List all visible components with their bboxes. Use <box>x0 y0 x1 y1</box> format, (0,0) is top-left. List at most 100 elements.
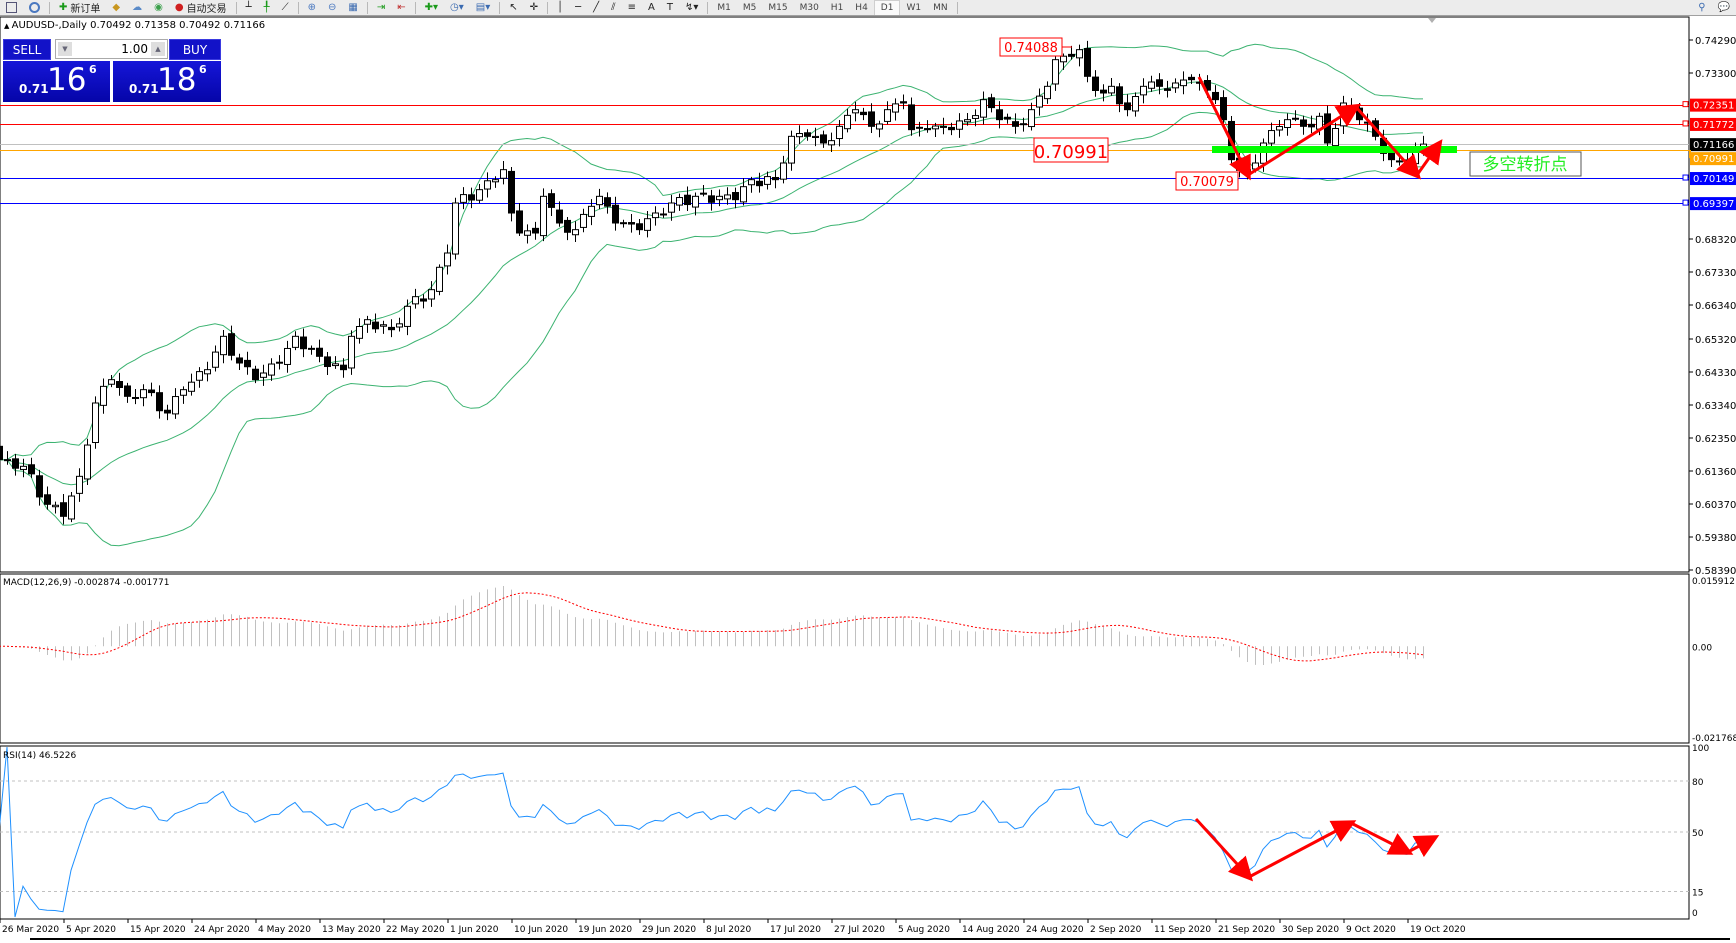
candle <box>876 120 883 138</box>
timeframe-w1[interactable]: W1 <box>906 2 922 13</box>
candle <box>852 101 859 122</box>
date-axis-label: 29 Jun 2020 <box>642 925 696 935</box>
bear-candle-body <box>420 298 427 302</box>
date-axis-label: 9 Oct 2020 <box>1346 925 1396 935</box>
candle <box>828 132 835 153</box>
bar-chart-icon[interactable]: ┴ <box>245 2 252 13</box>
chat-icon[interactable]: 💬 <box>1717 2 1730 13</box>
cursor-icon[interactable]: ↖ <box>509 2 518 13</box>
candle <box>644 210 651 238</box>
timeframe-m5[interactable]: M5 <box>742 2 757 13</box>
fibonacci-icon[interactable]: ≡ <box>627 2 636 13</box>
bull-candle-body <box>204 369 211 375</box>
lot-decrease-button[interactable]: ▼ <box>58 42 72 56</box>
periods-icon[interactable]: ◷▾ <box>450 2 464 13</box>
line-chart-icon[interactable]: ⟋ <box>281 2 289 13</box>
buy-price-box[interactable]: 0.71 18 6 <box>113 61 221 102</box>
candle <box>292 331 299 351</box>
tile-windows-icon[interactable]: ▦ <box>348 2 358 13</box>
chart-shift-icon[interactable]: ⇤ <box>397 2 406 13</box>
timeframe-m15[interactable]: M15 <box>768 2 788 13</box>
bull-candle-body <box>1332 127 1339 147</box>
candlestick-icon[interactable]: ╀ <box>263 2 270 13</box>
candle <box>836 119 843 147</box>
bear-candle-body <box>324 356 331 368</box>
timeframe-h1[interactable]: H1 <box>830 2 844 13</box>
zoom-in-icon[interactable]: ⊕ <box>307 2 317 13</box>
candle <box>12 453 19 476</box>
price-axis-label: 0.74290 <box>1695 36 1736 47</box>
macd-signal-line <box>0 592 1424 662</box>
candle <box>652 206 659 226</box>
candle <box>1116 83 1123 113</box>
candle <box>1028 102 1035 131</box>
timeframe-m30[interactable]: M30 <box>799 2 819 13</box>
bear-candle-body <box>1084 48 1091 77</box>
auto-scroll-icon[interactable]: ⇥ <box>376 2 386 13</box>
bear-candle-body <box>948 126 955 131</box>
candle <box>748 176 755 193</box>
lot-increase-button[interactable]: ▲ <box>151 42 165 56</box>
bull-candle-body <box>380 324 387 327</box>
bull-candle-body <box>100 385 107 406</box>
candle <box>300 328 307 358</box>
bull-candle-body <box>1396 160 1403 163</box>
date-axis-label: 27 Jul 2020 <box>834 925 885 935</box>
candle <box>268 358 275 381</box>
line-handle-icon <box>1682 101 1689 108</box>
zoom-icon[interactable] <box>23 0 46 15</box>
bull-candle-body <box>220 335 227 356</box>
community-icon[interactable]: ☁ <box>132 2 143 13</box>
bull-candle-body <box>20 465 27 470</box>
candle <box>284 340 291 373</box>
text-label-icon[interactable]: T <box>666 2 673 13</box>
templates-icon[interactable]: ▤▾ <box>475 2 491 13</box>
timeframe-h4[interactable]: H4 <box>855 2 868 13</box>
text-icon[interactable]: A <box>648 2 655 13</box>
collapse-triangle-icon[interactable]: ▲ <box>4 22 12 30</box>
bear-candle-body <box>756 180 763 187</box>
indicators-icon[interactable]: ✚▾ <box>424 2 439 13</box>
crosshair-icon[interactable]: ✛ <box>529 2 539 13</box>
new-order-button[interactable]: ✚ 新订单 <box>53 0 106 15</box>
signals-icon[interactable]: ◉ <box>154 2 163 13</box>
candle <box>356 318 363 344</box>
date-axis-label: 1 Jun 2020 <box>450 925 499 935</box>
timeframe-m1[interactable]: M1 <box>717 2 731 13</box>
horizontal-line-icon[interactable]: ─ <box>575 2 582 13</box>
bear-candle-body <box>1020 123 1027 126</box>
bull-candle-body <box>396 323 403 328</box>
date-axis-label: 8 Jul 2020 <box>706 925 751 935</box>
chart-window-icon[interactable] <box>0 0 23 15</box>
sell-price-pips: 16 <box>47 62 87 98</box>
bear-candle-body <box>1164 88 1171 91</box>
toolbar-divider <box>49 1 50 14</box>
arrows-icon[interactable]: ↯▾ <box>684 2 699 13</box>
sell-price-box[interactable]: 0.71 16 6 <box>3 61 110 102</box>
metaeditor-icon[interactable]: ◆ <box>112 2 121 13</box>
bull-candle-body <box>348 335 355 369</box>
candle <box>820 130 827 148</box>
buy-button[interactable]: BUY <box>169 39 221 60</box>
price-line-label: 0.71772 <box>1693 120 1734 131</box>
bear-candle-body <box>556 209 563 224</box>
bull-candle-body <box>1140 85 1147 96</box>
toolbar-divider <box>235 1 237 14</box>
timeframe-mn[interactable]: MN <box>933 2 948 13</box>
sell-button[interactable]: SELL <box>3 39 51 60</box>
candle <box>988 93 995 113</box>
candle <box>188 373 195 396</box>
vertical-line-icon[interactable]: │ <box>557 2 564 13</box>
bear-candle-body <box>1124 102 1131 111</box>
auto-trading-button[interactable]: ● 自动交易 <box>169 0 233 15</box>
zoom-out-icon[interactable]: ⊖ <box>328 2 337 13</box>
symbol-header: ▲ AUDUSD-,Daily 0.70492 0.71358 0.70492 … <box>4 20 265 31</box>
equidistant-channel-icon[interactable]: ⫽ <box>611 2 616 13</box>
search-icon[interactable]: ⚲ <box>1698 2 1706 13</box>
lot-size-input[interactable] <box>74 41 148 57</box>
trendline-icon[interactable]: ╱ <box>593 2 600 13</box>
candle <box>348 330 355 375</box>
timeframe-d1[interactable]: D1 <box>873 0 901 15</box>
candle <box>316 339 323 363</box>
